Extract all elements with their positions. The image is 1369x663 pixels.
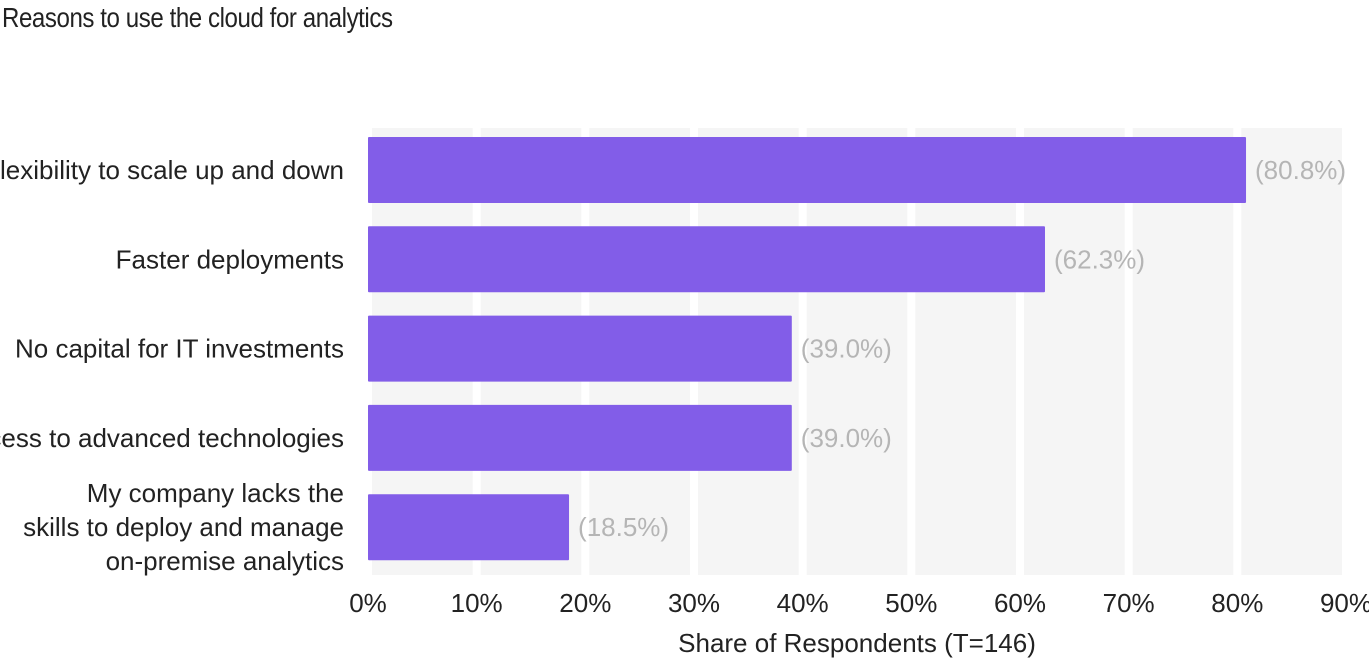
category-label-line: Faster deployments [116,244,344,274]
value-labels: (80.8%) (62.3%) (39.0%) (39.0%) (18.5%) [578,155,1346,542]
category-label: No capital for IT investments [15,334,344,364]
x-axis-label: Share of Respondents (T=146) [678,628,1036,658]
value-label: (39.0%) [801,423,892,453]
x-tick-label: 20% [559,588,611,618]
category-label-line: Access to advanced technologies [0,423,344,453]
x-tick-label: 80% [1211,588,1263,618]
category-label: Faster deployments [116,244,344,274]
value-label: (18.5%) [578,512,669,542]
category-label: Flexibility to scale up and down [0,155,344,185]
value-label: (39.0%) [801,334,892,364]
x-axis-ticks: 0% 10% 20% 30% 40% 50% 60% 70% 80% 90% [349,588,1369,618]
value-label: (62.3%) [1054,244,1145,274]
bar [368,315,792,382]
category-labels: Flexibility to scale up and down Faster d… [0,155,344,576]
category-label-line: Flexibility to scale up and down [0,155,344,185]
x-tick-label: 50% [885,588,937,618]
grid-band [1241,128,1342,575]
x-tick-label: 60% [994,588,1046,618]
bar-group [368,137,1247,561]
x-tick-label: 0% [349,588,387,618]
x-tick-label: 30% [668,588,720,618]
value-label: (80.8%) [1255,155,1346,185]
x-tick-label: 90% [1320,588,1369,618]
x-tick-label: 70% [1103,588,1155,618]
category-label: My company lacks the skills to deploy and… [23,478,344,576]
bar [368,137,1247,203]
bar [368,494,570,561]
bar [368,404,792,471]
category-label-line: on-premise analytics [106,546,344,576]
category-label: Access to advanced technologies [0,423,344,453]
x-tick-label: 40% [777,588,829,618]
chart-title: Reasons to use the cloud for analytics [2,2,393,33]
x-tick-label: 10% [451,588,503,618]
category-label-line: skills to deploy and manage [23,512,344,542]
bar [368,226,1045,293]
category-label-line: My company lacks the [87,478,344,508]
category-label-line: No capital for IT investments [15,334,344,364]
